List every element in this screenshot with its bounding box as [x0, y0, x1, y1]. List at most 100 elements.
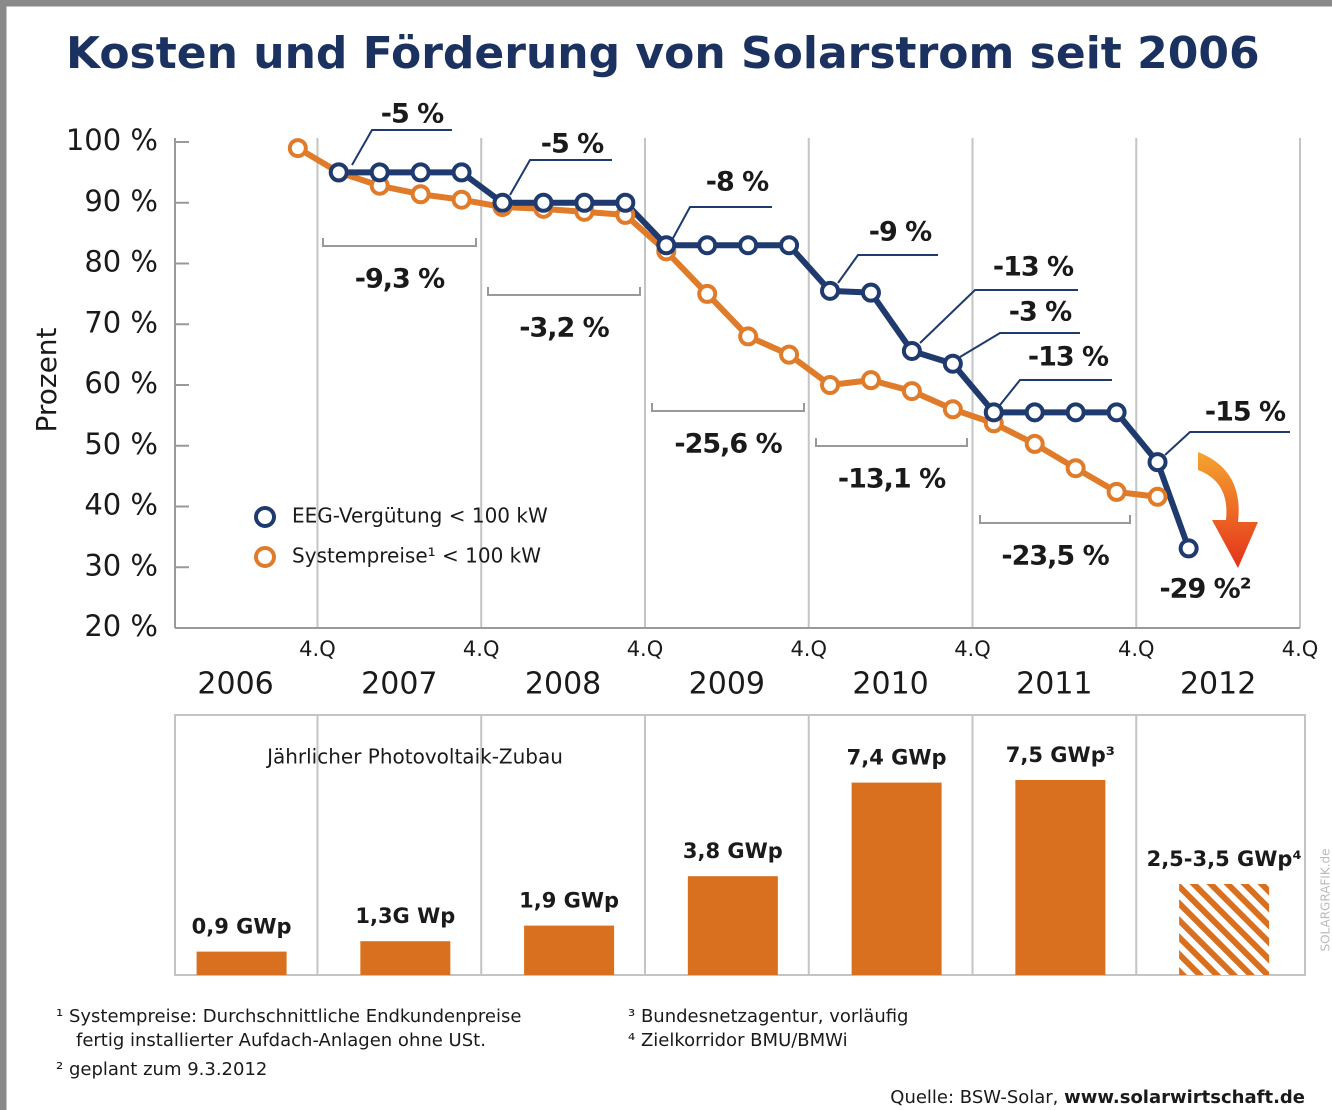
- change-label: -13 %: [993, 252, 1074, 283]
- y-tick-label: 70 %: [84, 305, 158, 339]
- y-tick-label: 100 %: [66, 123, 158, 157]
- x-tick-label: 4.Q: [1282, 637, 1319, 661]
- bar-value-label: 7,5 GWp³: [1006, 743, 1115, 767]
- bracket-label: -13,1 %: [838, 464, 946, 495]
- source: Quelle: BSW-Solar, www.solarwirtschaft.d…: [890, 1087, 1305, 1108]
- point: [697, 235, 718, 256]
- bar: [1015, 780, 1106, 975]
- bracket-label: -25,6 %: [674, 429, 782, 460]
- y-tick-label: 60 %: [84, 366, 158, 400]
- year-label: 2007: [361, 667, 437, 702]
- point: [820, 280, 841, 301]
- chart-title: Kosten und Förderung von Solarstrom seit…: [66, 28, 1260, 79]
- bar: [196, 951, 287, 975]
- trend-arrow: [1198, 452, 1258, 568]
- y-tick-label: 80 %: [84, 245, 158, 279]
- legend-marker: [254, 506, 276, 528]
- change-label: -9 %: [869, 217, 932, 248]
- series-line: [338, 169, 1192, 550]
- point: [738, 326, 759, 347]
- series-line: [296, 145, 1158, 500]
- bar: [524, 925, 615, 975]
- bracket-label: -3,2 %: [519, 313, 609, 344]
- x-tick-label: 4.Q: [790, 637, 827, 661]
- bar: [1179, 884, 1270, 975]
- bar-value-label: 3,8 GWp: [683, 839, 783, 863]
- year-label: 2009: [689, 667, 765, 702]
- point: [1106, 481, 1127, 502]
- point: [901, 381, 922, 402]
- x-tick-label: 4.Q: [463, 637, 500, 661]
- bracket: [487, 287, 641, 296]
- leader-line: [919, 289, 1078, 344]
- footnote: ² geplant zum 9.3.2012: [56, 1059, 267, 1080]
- point: [410, 184, 431, 205]
- change-label: -8 %: [706, 167, 769, 198]
- bracket: [979, 515, 1131, 524]
- point: [738, 235, 759, 256]
- point: [901, 340, 922, 361]
- x-tick-label: 4.Q: [954, 637, 991, 661]
- bar: [687, 876, 778, 975]
- legend-label: EEG-Vergütung < 100 kW: [292, 504, 548, 528]
- point: [451, 162, 472, 183]
- point: [942, 353, 963, 374]
- year-label: 2010: [852, 667, 928, 702]
- y-tick-label: 30 %: [84, 548, 158, 582]
- point: [1106, 402, 1127, 423]
- point: [533, 192, 554, 213]
- year-label: 2006: [197, 667, 273, 702]
- bar-value-label: 0,9 GWp: [192, 915, 292, 939]
- bracket: [815, 438, 968, 447]
- bar-value-label: 1,9 GWp: [519, 889, 619, 913]
- bar-title: Jährlicher Photovoltaik-Zubau: [265, 745, 563, 769]
- x-tick-label: 4.Q: [627, 637, 664, 661]
- leader-line: [1164, 431, 1290, 456]
- point: [860, 282, 881, 303]
- point: [287, 138, 308, 159]
- leader-line: [351, 129, 452, 166]
- point: [615, 192, 636, 213]
- point: [1178, 538, 1199, 559]
- point: [1024, 402, 1045, 423]
- year-label: 2008: [525, 667, 601, 702]
- point: [410, 162, 431, 183]
- x-tick-label: 4.Q: [1118, 637, 1155, 661]
- point: [1147, 486, 1168, 507]
- footnote: ³ Bundesnetzagentur, vorläufig: [628, 1006, 909, 1027]
- change-label: -29 %²: [1159, 574, 1250, 605]
- bracket: [322, 238, 477, 247]
- y-tick-label: 40 %: [84, 488, 158, 522]
- change-label: -15 %: [1205, 397, 1286, 428]
- point: [779, 344, 800, 365]
- year-label: 2011: [1016, 667, 1092, 702]
- year-label: 2012: [1180, 667, 1256, 702]
- leader-line: [837, 254, 938, 284]
- point: [574, 192, 595, 213]
- point: [1065, 402, 1086, 423]
- y-tick-label: 20 %: [84, 609, 158, 643]
- source-url: www.solarwirtschaft.de: [1064, 1087, 1305, 1108]
- credit: SOLARGRAFIK.de: [1319, 848, 1332, 951]
- legend-marker: [254, 546, 276, 568]
- legend-label: Systempreise¹ < 100 kW: [292, 544, 541, 568]
- point: [779, 235, 800, 256]
- leader-line: [671, 206, 772, 241]
- leader-line: [999, 379, 1112, 406]
- bracket-label: -9,3 %: [355, 264, 445, 295]
- point: [942, 399, 963, 420]
- bar-value-label: 2,5-3,5 GWp⁴: [1147, 847, 1302, 871]
- y-axis-label: Prozent: [30, 327, 63, 432]
- leader-line: [509, 159, 612, 196]
- y-tick-label: 90 %: [84, 184, 158, 218]
- point: [656, 235, 677, 256]
- bracket: [651, 403, 805, 412]
- bar-value-label: 1,3G Wp: [355, 904, 455, 928]
- change-label: -13 %: [1028, 342, 1109, 373]
- change-label: -5 %: [381, 99, 444, 130]
- point: [860, 370, 881, 391]
- leader-line: [959, 332, 1080, 358]
